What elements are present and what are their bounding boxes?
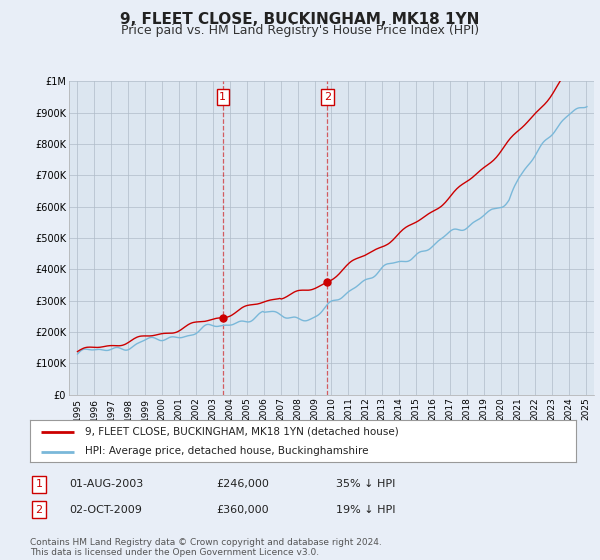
- Text: 2: 2: [35, 505, 43, 515]
- Text: 01-AUG-2003: 01-AUG-2003: [69, 479, 143, 489]
- Text: £246,000: £246,000: [216, 479, 269, 489]
- Text: £360,000: £360,000: [216, 505, 269, 515]
- Text: HPI: Average price, detached house, Buckinghamshire: HPI: Average price, detached house, Buck…: [85, 446, 368, 456]
- Text: 02-OCT-2009: 02-OCT-2009: [69, 505, 142, 515]
- Text: Contains HM Land Registry data © Crown copyright and database right 2024.
This d: Contains HM Land Registry data © Crown c…: [30, 538, 382, 557]
- Text: 9, FLEET CLOSE, BUCKINGHAM, MK18 1YN (detached house): 9, FLEET CLOSE, BUCKINGHAM, MK18 1YN (de…: [85, 427, 398, 437]
- Text: Price paid vs. HM Land Registry's House Price Index (HPI): Price paid vs. HM Land Registry's House …: [121, 24, 479, 37]
- Text: 9, FLEET CLOSE, BUCKINGHAM, MK18 1YN: 9, FLEET CLOSE, BUCKINGHAM, MK18 1YN: [121, 12, 479, 27]
- Text: 19% ↓ HPI: 19% ↓ HPI: [336, 505, 395, 515]
- Text: 1: 1: [35, 479, 43, 489]
- Text: 35% ↓ HPI: 35% ↓ HPI: [336, 479, 395, 489]
- Text: 2: 2: [324, 92, 331, 102]
- Text: 1: 1: [220, 92, 226, 102]
